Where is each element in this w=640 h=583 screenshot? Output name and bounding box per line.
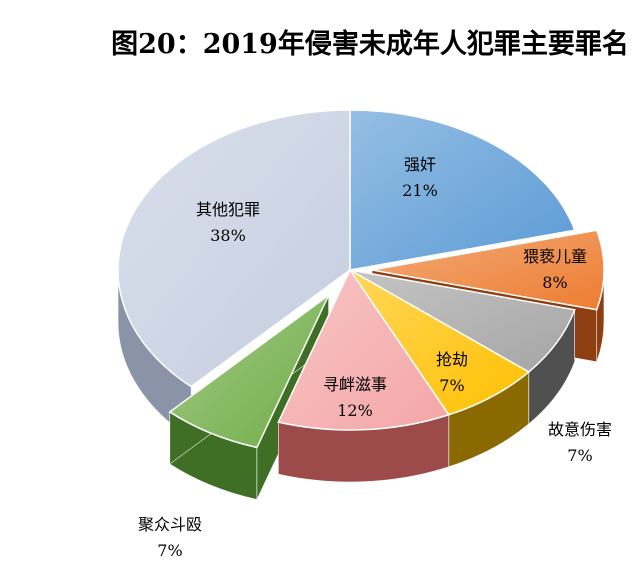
pie-slice-highlight-3: [350, 270, 529, 415]
pie-tops: [117, 109, 605, 449]
slice-value-label-1: 8%: [542, 273, 567, 292]
slice-label-3: 抢劫: [436, 350, 468, 369]
slice-value-label-2: 7%: [567, 446, 592, 465]
pie-slice-highlight-2: [350, 270, 575, 372]
pie-slice-highlight-0: [350, 110, 575, 270]
pie-slice-highlight-4: [278, 270, 449, 430]
pie-slice-highlight-5: [169, 295, 329, 448]
slice-value-label-6: 38%: [210, 226, 246, 245]
pie-slice-highlight-6: [118, 110, 351, 387]
pie-labels: 强奸 21% 猥亵儿童 8% 故意伤害 7% 抢劫 7% 寻衅滋事 12% 聚众斗殴 7% 其他犯罪 38…: [138, 155, 612, 560]
slice-value-label-0: 21%: [402, 181, 438, 200]
slice-label-5: 聚众斗殴: [138, 515, 202, 534]
slice-label-6: 其他犯罪: [196, 200, 260, 219]
chart-title: 图20：2019年侵害未成年人犯罪主要罪名: [111, 29, 629, 60]
pie-slice-highlight-1: [372, 230, 605, 310]
slice-label-0: 强奸: [404, 155, 436, 174]
slice-value-label-4: 12%: [337, 401, 373, 420]
slice-label-4: 寻衅滋事: [323, 375, 387, 394]
slice-label-1: 猥亵儿童: [523, 247, 587, 266]
slice-label-2: 故意伤害: [548, 420, 612, 439]
slice-value-label-5: 7%: [157, 541, 182, 560]
slice-value-label-3: 7%: [439, 376, 464, 395]
